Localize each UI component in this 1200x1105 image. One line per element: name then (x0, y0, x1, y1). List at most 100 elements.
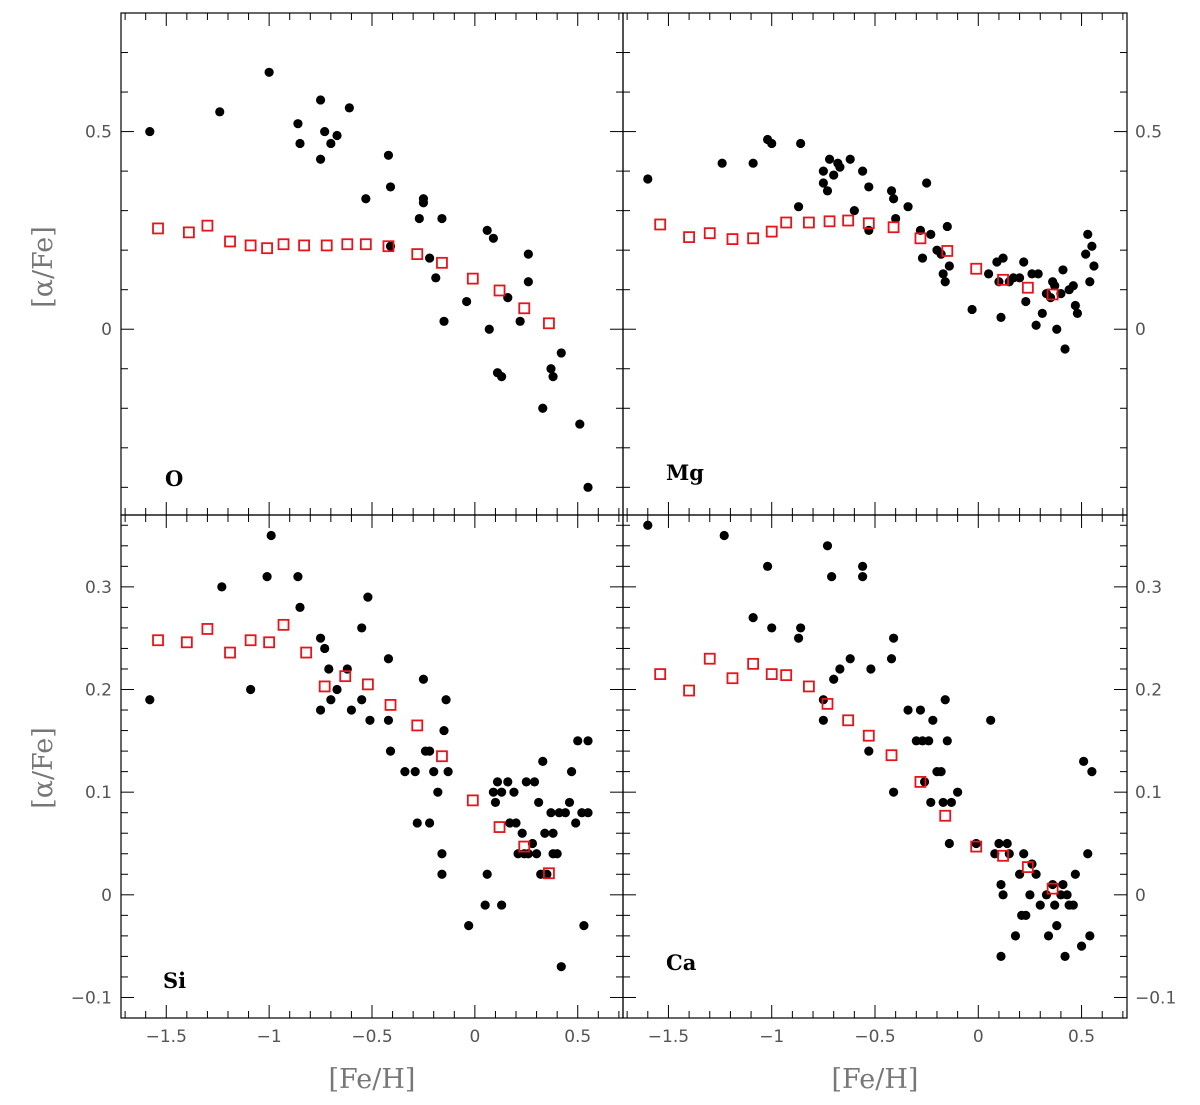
star-point (509, 787, 519, 797)
star-point (1002, 838, 1012, 849)
star-point (1070, 300, 1080, 311)
star-point (994, 838, 1004, 849)
star-point (796, 138, 806, 149)
model-point (411, 719, 424, 732)
y-tick-label: 0.5 (1135, 123, 1162, 143)
model-point (1021, 861, 1034, 873)
model-point (436, 256, 448, 269)
star-point (515, 316, 525, 326)
star-point (560, 808, 570, 818)
model-point (263, 636, 276, 649)
model-point (244, 239, 257, 252)
star-point (1079, 756, 1089, 766)
star-point (437, 849, 447, 859)
star-point (1070, 869, 1080, 879)
model-point (180, 636, 193, 649)
model-point (654, 668, 667, 681)
star-point (295, 602, 305, 612)
star-point (888, 194, 899, 204)
star-point (1050, 900, 1060, 910)
star-point (767, 623, 777, 633)
model-point (384, 699, 397, 711)
star-point (490, 797, 501, 808)
star-point (936, 249, 946, 259)
model-point (765, 668, 778, 681)
star-point (357, 695, 367, 705)
star-point (938, 269, 948, 279)
star-point (998, 890, 1008, 900)
star-point (365, 715, 375, 725)
star-point (521, 777, 531, 787)
star-point (818, 178, 828, 188)
star-point (845, 154, 855, 164)
model-point (914, 775, 927, 788)
star-point (437, 213, 447, 224)
star-point (484, 324, 494, 334)
model-point (320, 239, 333, 252)
star-point (1021, 910, 1031, 920)
model-point (411, 248, 424, 261)
panel-element-label: Ca (666, 950, 697, 975)
star-point (793, 633, 804, 643)
star-point (942, 736, 952, 746)
star-point (534, 797, 544, 808)
star-point (858, 166, 868, 176)
star-point (583, 808, 593, 818)
star-point (971, 838, 981, 849)
model-point (941, 245, 954, 257)
model-point (382, 240, 395, 253)
x-axis-title-left: [Fe/H] (329, 1064, 416, 1095)
panel-frame (120, 514, 624, 1019)
model-point (493, 821, 506, 833)
star-point (886, 186, 897, 196)
star-point (344, 103, 354, 113)
star-point (996, 879, 1006, 890)
star-point (431, 273, 441, 283)
star-point (1062, 890, 1072, 900)
star-point (548, 828, 558, 838)
star-point (531, 849, 542, 859)
star-point (425, 253, 435, 263)
star-point (858, 571, 868, 582)
star-point (579, 921, 589, 931)
y-tick-label: 0 (1135, 320, 1146, 340)
model-point (726, 672, 739, 685)
model-point (703, 227, 716, 240)
star-point (439, 725, 449, 736)
series-model (152, 618, 555, 880)
star-point (264, 67, 274, 77)
star-point (886, 654, 897, 664)
x-tick-label: −0.5 (351, 1027, 392, 1047)
model-point (780, 669, 793, 682)
star-point (383, 150, 394, 160)
star-point (917, 253, 928, 263)
star-point (924, 736, 934, 746)
model-point (765, 225, 778, 238)
y-tick-label: 0 (101, 886, 112, 906)
star-point (891, 213, 901, 224)
star-point (418, 198, 429, 208)
x-tick-label: −1 (257, 1027, 282, 1047)
star-point (462, 296, 472, 307)
series-stars (145, 530, 593, 972)
star-point (538, 403, 548, 413)
model-point (466, 794, 479, 807)
star-point (552, 849, 562, 859)
star-point (1085, 931, 1095, 941)
star-point (540, 828, 550, 838)
star-point (1031, 869, 1041, 879)
star-point (527, 838, 538, 849)
model-point (318, 680, 331, 693)
star-point (903, 705, 913, 715)
star-point (433, 787, 443, 797)
y-tick-label: 0.3 (85, 578, 112, 598)
star-point (984, 269, 994, 279)
x-tick-label: −1 (759, 1027, 784, 1047)
star-point (864, 225, 874, 236)
star-point (767, 138, 777, 149)
model-point (543, 317, 555, 330)
model-point (885, 749, 898, 762)
star-point (517, 828, 527, 838)
star-point (643, 520, 653, 530)
